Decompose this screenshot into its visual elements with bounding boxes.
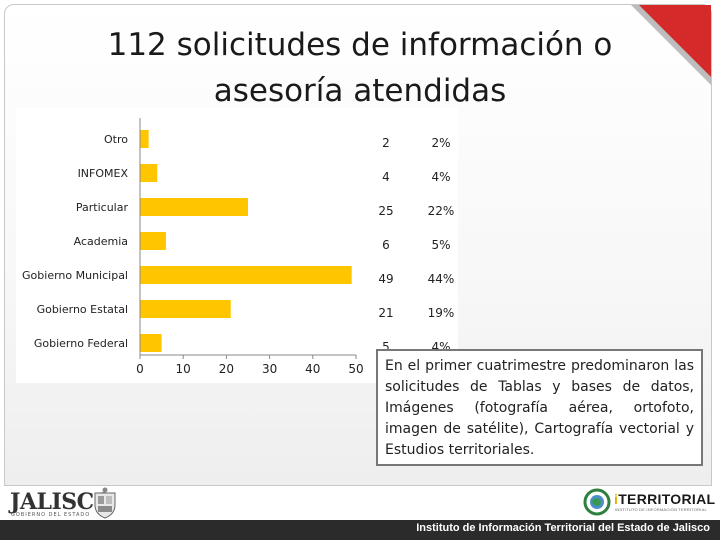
- bar-1: [140, 164, 158, 182]
- bar-0: [140, 130, 149, 148]
- x-tick-label-1: 10: [176, 362, 191, 376]
- corner-decoration: [639, 5, 711, 77]
- institute-name: Instituto de Información Territorial del…: [416, 522, 710, 534]
- bar-6: [140, 334, 162, 352]
- iterritorial-logo-subtitle: INSTITUTO DE INFORMACIÓN TERRITORIAL: [615, 507, 707, 512]
- percent-label-4: 44%: [428, 272, 455, 286]
- bar-2: [140, 198, 248, 216]
- value-label-1: 4: [382, 170, 390, 184]
- value-label-4: 49: [378, 272, 393, 286]
- value-label-3: 6: [382, 238, 390, 252]
- category-label-4: Gobierno Municipal: [22, 269, 128, 282]
- category-label-1: INFOMEX: [78, 167, 129, 180]
- iterritorial-globe-icon: [583, 488, 611, 516]
- category-label-5: Gobierno Estatal: [37, 303, 128, 316]
- footer-bar: Instituto de Información Territorial del…: [0, 520, 720, 540]
- bar-chart: Otro 2 2%INFOMEX 4 4%Particular 25 22%Academia…: [22, 118, 455, 376]
- percent-label-5: 19%: [428, 306, 455, 320]
- value-label-5: 21: [378, 306, 393, 320]
- category-label-2: Particular: [76, 201, 129, 214]
- percent-label-3: 5%: [431, 238, 450, 252]
- value-label-0: 2: [382, 136, 390, 150]
- x-tick-label-3: 30: [262, 362, 277, 376]
- slide-title: 112 solicitudes de información o asesorí…: [107, 27, 613, 109]
- bar-5: [140, 300, 231, 318]
- x-tick-label-0: 0: [136, 362, 144, 376]
- percent-label-0: 2%: [431, 136, 450, 150]
- category-label-3: Academia: [74, 235, 128, 248]
- category-label-6: Gobierno Federal: [34, 337, 128, 350]
- value-label-2: 25: [378, 204, 393, 218]
- chart-area: Otro 2 2% INFOMEX 4 4% Particular 25 22% Academia…: [16, 108, 458, 383]
- category-label-0: Otro: [104, 133, 128, 146]
- iterritorial-logo: iTERRITORIAL: [614, 491, 716, 507]
- bar-4: [140, 266, 352, 284]
- x-tick-label-2: 20: [219, 362, 234, 376]
- percent-label-1: 4%: [431, 170, 450, 184]
- jalisco-logo-subtitle: GOBIERNO DEL ESTADO: [11, 512, 91, 518]
- x-tick-label-4: 40: [305, 362, 320, 376]
- percent-label-2: 22%: [428, 204, 455, 218]
- coat-of-arms-icon: [94, 487, 116, 519]
- value-label-6: 5: [382, 340, 390, 354]
- summary-note: En el primer cuatrimestre predominaron l…: [376, 349, 703, 466]
- bar-3: [140, 232, 166, 250]
- x-tick-label-5: 50: [348, 362, 363, 376]
